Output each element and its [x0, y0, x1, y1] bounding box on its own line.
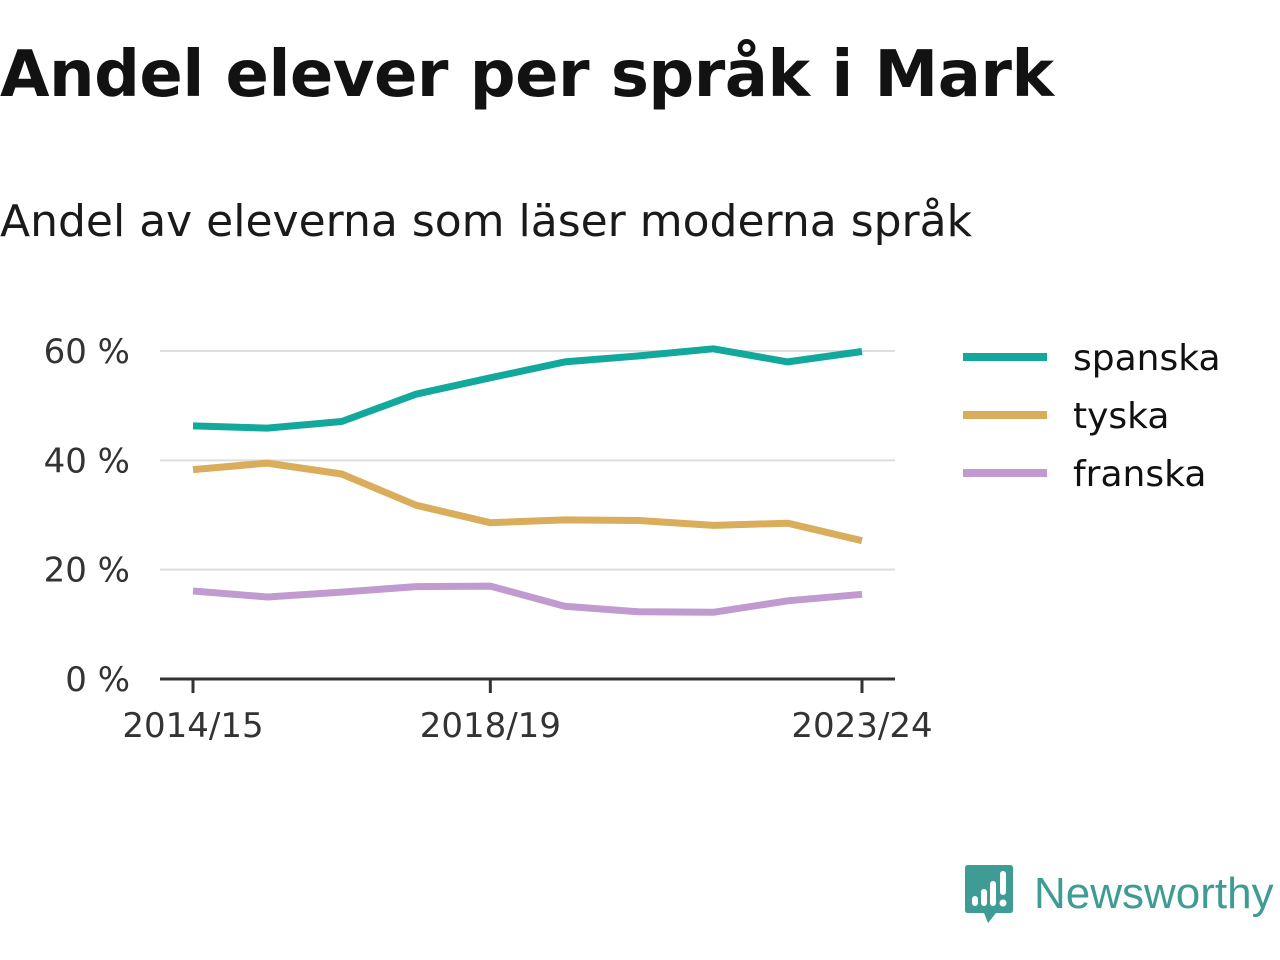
chart-title: Andel elever per språk i Mark	[0, 38, 1054, 112]
y-tick-label: 60 %	[44, 332, 130, 372]
series-lines	[192, 345, 863, 616]
legend-label-tyska: tyska	[1073, 396, 1169, 437]
x-axis	[160, 677, 895, 693]
y-tick-label: 0 %	[65, 660, 130, 700]
newsworthy-logo-icon	[965, 865, 1013, 923]
brand-logo: Newsworthy	[964, 862, 1274, 926]
x-tick-label: 2018/19	[420, 706, 561, 746]
x-tick-label: 2023/24	[791, 706, 932, 746]
y-tick-label: 20 %	[44, 551, 130, 591]
series-line-spanska	[192, 345, 863, 432]
x-axis-labels: 2014/15 2018/19 2023/24	[122, 706, 932, 746]
x-tick-label: 2014/15	[122, 706, 263, 746]
legend-label-franska: franska	[1073, 454, 1206, 495]
series-line-tyska	[192, 459, 863, 545]
legend-label-spanska: spanska	[1073, 338, 1221, 379]
series-line-franska	[192, 582, 863, 616]
brand-name: Newsworthy	[1034, 869, 1274, 918]
chart-subtitle: Andel av eleverna som läser moderna språ…	[0, 196, 973, 247]
legend: spanska tyska franska	[963, 338, 1221, 495]
y-tick-label: 40 %	[44, 441, 130, 481]
grid-lines	[160, 350, 895, 571]
y-axis-labels: 0 % 20 % 40 % 60 %	[44, 332, 130, 700]
